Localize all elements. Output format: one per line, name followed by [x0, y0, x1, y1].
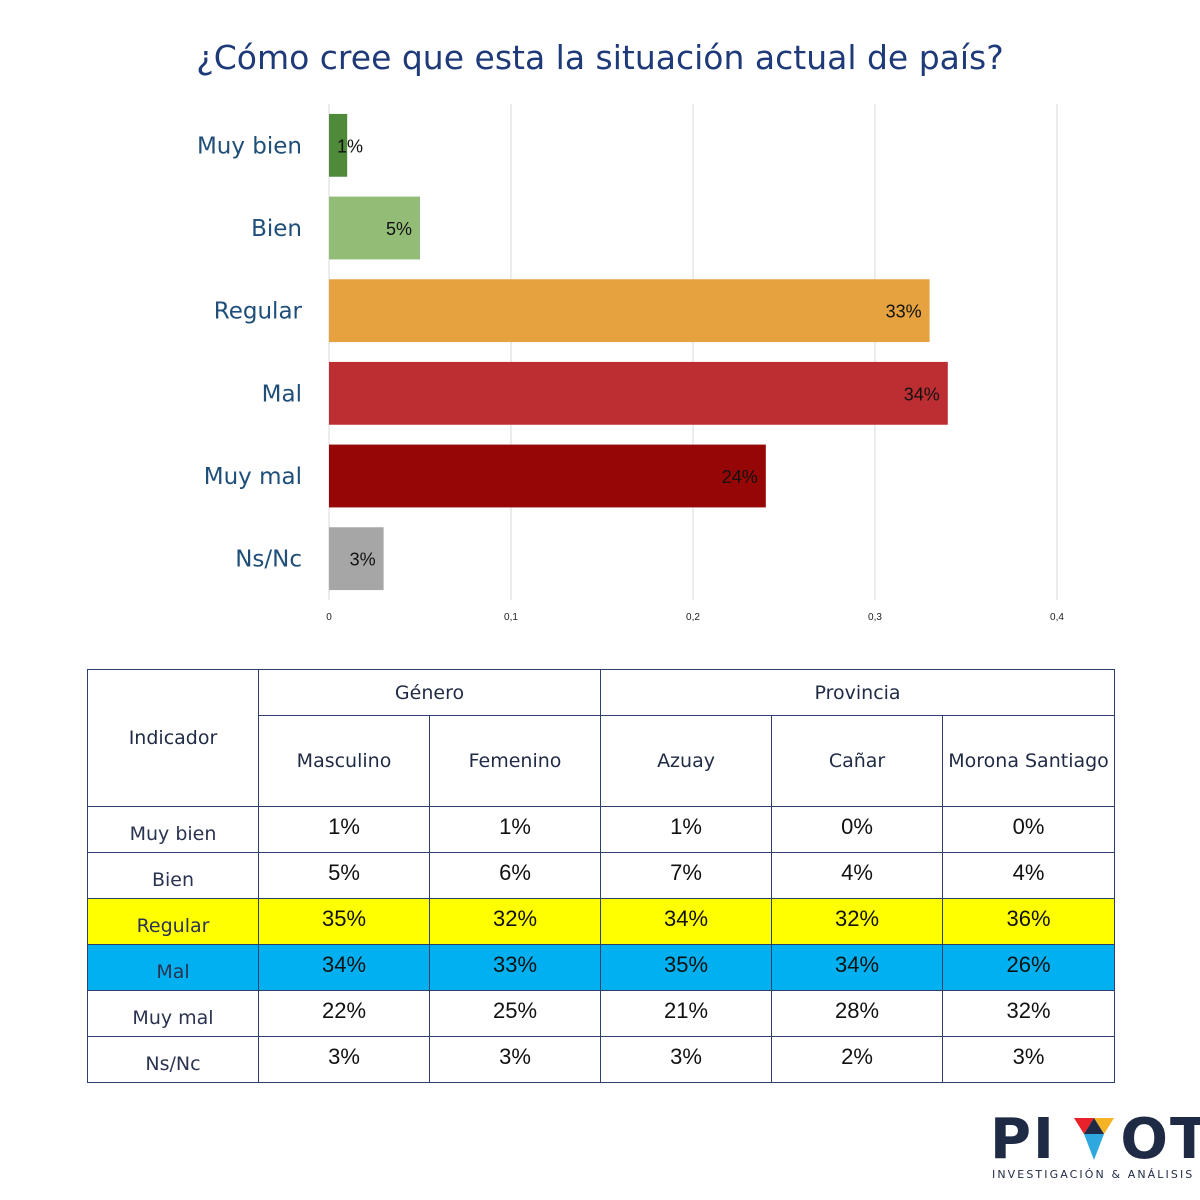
- data-label: 3%: [350, 550, 376, 570]
- column-header: Azuay: [600, 715, 773, 807]
- bar: [329, 527, 384, 591]
- bar: [329, 196, 420, 260]
- x-tick-label: 0,1: [504, 612, 518, 623]
- data-label: 33%: [886, 302, 922, 322]
- table-cell: 3%: [258, 1036, 430, 1083]
- table-cell: 1%: [258, 806, 430, 853]
- data-label: 34%: [904, 384, 940, 404]
- table-cell: 25%: [428, 990, 602, 1037]
- table-cell: 22%: [258, 990, 430, 1037]
- column-header: Masculino: [258, 715, 430, 807]
- table-cell: 26%: [942, 944, 1116, 991]
- table-cell: 3%: [428, 1036, 602, 1083]
- table-row: Bien 5% 6% 7% 4% 4%: [87, 852, 1116, 899]
- table-cell: 5%: [258, 852, 430, 899]
- table-cell: 6%: [428, 852, 602, 899]
- table-cell: 36%: [942, 898, 1116, 945]
- logo-triangle-icon: [1074, 1118, 1114, 1160]
- data-label: 5%: [386, 219, 412, 239]
- bar-chart: 0 0,1 0,2 0,3 0,4 Muy bien 1% Bien 5% Regular 33% M…: [197, 104, 1064, 623]
- table-cell: 4%: [771, 852, 944, 899]
- table-cell: 3%: [942, 1036, 1116, 1083]
- chart-title: ¿Cómo cree que esta la situación actual …: [196, 38, 1004, 77]
- category-label: Regular: [214, 299, 303, 325]
- table-row: Muy mal 22% 25% 21% 28% 32%: [87, 990, 1116, 1037]
- logo-tagline: INVESTIGACIÓN & ANÁLISIS: [992, 1168, 1195, 1181]
- row-label: Muy bien: [87, 806, 259, 853]
- category-label: Muy mal: [204, 464, 302, 490]
- table-row-highlight-regular: Regular 35% 32% 34% 32% 36%: [87, 898, 1116, 945]
- data-label: 24%: [722, 467, 758, 487]
- table-cell: 2%: [771, 1036, 944, 1083]
- table-cell: 35%: [600, 944, 773, 991]
- x-tick-label: 0: [326, 612, 332, 623]
- row-label: Regular: [87, 898, 259, 945]
- table-row: Muy bien 1% 1% 1% 0% 0%: [87, 806, 1116, 853]
- table-row: Ns/Nc 3% 3% 3% 2% 3%: [87, 1036, 1116, 1083]
- column-header: Cañar: [771, 715, 944, 807]
- row-label: Ns/Nc: [87, 1036, 259, 1083]
- table-cell: 3%: [600, 1036, 773, 1083]
- row-label: Bien: [87, 852, 259, 899]
- table-cell: 34%: [600, 898, 773, 945]
- row-label: Mal: [87, 944, 259, 991]
- bar: [329, 279, 930, 343]
- x-tick-label: 0,3: [868, 612, 882, 623]
- table-cell: 4%: [942, 852, 1116, 899]
- table-cell: 7%: [600, 852, 773, 899]
- indicator-header: Indicador: [87, 669, 259, 807]
- x-tick-label: 0,4: [1050, 612, 1064, 623]
- bar: [329, 113, 348, 177]
- row-label: Muy mal: [87, 990, 259, 1037]
- data-label: 1%: [337, 136, 363, 156]
- column-header: Morona Santiago: [942, 715, 1116, 807]
- x-tick-label: 0,2: [686, 612, 700, 623]
- table-cell: 34%: [771, 944, 944, 991]
- results-table: Indicador Género Provincia Masculino Fem…: [87, 669, 1116, 1083]
- category-label: Bien: [251, 216, 302, 242]
- table-cell: 0%: [942, 806, 1116, 853]
- table-cell: 1%: [600, 806, 773, 853]
- table-cell: 34%: [258, 944, 430, 991]
- bar: [329, 444, 766, 508]
- table-cell: 35%: [258, 898, 430, 945]
- table-cell: 32%: [428, 898, 602, 945]
- table-cell: 28%: [771, 990, 944, 1037]
- group-header-genero: Género: [257, 669, 602, 716]
- table-row-highlight-mal: Mal 34% 33% 35% 34% 26%: [87, 944, 1116, 991]
- table-cell: 0%: [771, 806, 944, 853]
- category-label: Muy bien: [197, 133, 302, 159]
- category-label: Mal: [262, 381, 302, 407]
- group-header-provincia: Provincia: [600, 669, 1116, 716]
- table-cell: 33%: [428, 944, 602, 991]
- category-label: Ns/Nc: [235, 547, 302, 573]
- table-cell: 32%: [942, 990, 1116, 1037]
- pivot-logo: PI OT INVESTIGACIÓN & ANÁLISIS: [990, 1108, 1200, 1188]
- bar: [329, 361, 948, 425]
- table-cell: 32%: [771, 898, 944, 945]
- table-cell: 1%: [428, 806, 602, 853]
- column-header: Femenino: [428, 715, 602, 807]
- table-cell: 21%: [600, 990, 773, 1037]
